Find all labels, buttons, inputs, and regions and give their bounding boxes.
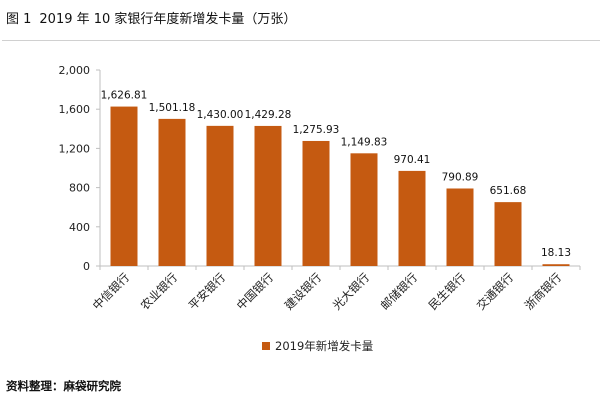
bar xyxy=(110,106,138,266)
data-label: 1,430.00 xyxy=(197,109,244,121)
category-label: 农业银行 xyxy=(138,270,180,312)
y-tick-label: 0 xyxy=(83,260,90,273)
bar xyxy=(350,153,378,266)
category-label: 浙商银行 xyxy=(522,270,564,312)
category-label: 交通银行 xyxy=(474,270,516,312)
data-label: 970.41 xyxy=(394,154,431,166)
title-divider xyxy=(2,40,600,41)
data-label: 1,149.83 xyxy=(341,136,388,148)
y-tick-label: 800 xyxy=(69,182,90,195)
category-label: 光大银行 xyxy=(330,270,372,312)
bar xyxy=(446,188,474,266)
data-label: 1,501.18 xyxy=(149,102,196,114)
category-label: 平安银行 xyxy=(186,270,228,312)
y-tick-label: 400 xyxy=(69,221,90,234)
bar xyxy=(398,170,426,266)
source-note: 资料整理：麻袋研究院 xyxy=(6,379,121,393)
data-label: 790.89 xyxy=(442,171,479,183)
legend-swatch xyxy=(262,342,270,350)
figure-title-text: 2019 年 10 家银行年度新增发卡量（万张） xyxy=(39,12,297,27)
legend: 2019年新增发卡量 xyxy=(262,338,373,354)
bar xyxy=(494,202,522,266)
y-tick-label: 1,200 xyxy=(59,142,91,155)
category-label: 中国银行 xyxy=(234,270,276,312)
data-label: 18.13 xyxy=(541,247,571,259)
data-label: 1,429.28 xyxy=(245,109,292,121)
data-label: 1,626.81 xyxy=(101,90,148,102)
category-label: 邮储银行 xyxy=(378,270,420,312)
bar xyxy=(542,264,570,266)
y-tick-label: 2,000 xyxy=(59,64,91,77)
figure-title: 图 1 2019 年 10 家银行年度新增发卡量（万张） xyxy=(6,8,296,27)
data-label: 1,275.93 xyxy=(293,124,340,136)
bar xyxy=(206,125,234,266)
data-label: 651.68 xyxy=(490,185,527,197)
category-label: 民生银行 xyxy=(426,270,468,312)
bar xyxy=(254,125,282,266)
y-tick-label: 1,600 xyxy=(59,103,91,116)
category-label: 中信银行 xyxy=(90,270,132,312)
figure-label: 图 1 xyxy=(6,12,32,27)
category-label: 建设银行 xyxy=(282,270,324,312)
bar xyxy=(158,118,186,266)
legend-label: 2019年新增发卡量 xyxy=(275,339,374,353)
bar xyxy=(302,140,330,266)
